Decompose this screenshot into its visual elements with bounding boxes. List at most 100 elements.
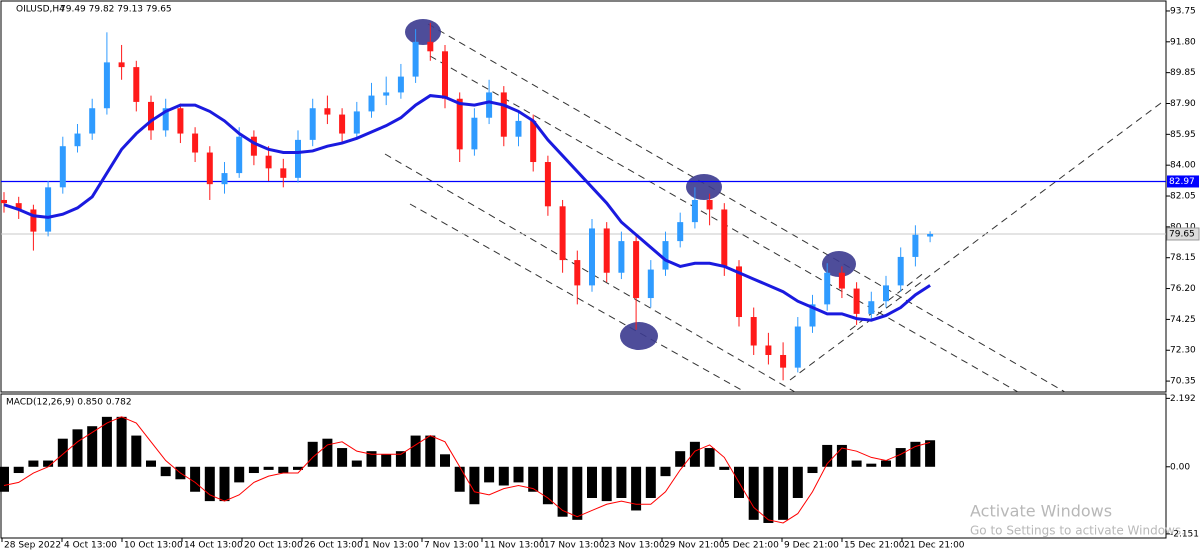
x-tick-label: 14 Oct 13:00 bbox=[184, 541, 243, 551]
macd-y-tick-label: 2.192 bbox=[1170, 394, 1196, 404]
candle-body bbox=[45, 187, 52, 232]
macd-bar bbox=[28, 460, 39, 467]
candle-body bbox=[324, 108, 331, 115]
macd-bar bbox=[675, 451, 686, 467]
x-tick-label: 28 Sep 2022 bbox=[4, 541, 61, 551]
candle-body bbox=[647, 269, 654, 299]
candle-body bbox=[500, 92, 507, 137]
candle-body bbox=[456, 98, 463, 150]
candle-body bbox=[162, 108, 169, 131]
macd-bar bbox=[395, 451, 406, 467]
y-tick-label: 84.00 bbox=[1170, 161, 1196, 171]
macd-bar bbox=[542, 466, 553, 505]
candle-body bbox=[765, 345, 772, 355]
macd-signal bbox=[3, 416, 931, 524]
macd-bar bbox=[881, 460, 891, 467]
price-panel bbox=[0, 0, 1167, 393]
macd-bar bbox=[660, 466, 671, 477]
x-tick-label: 1 Nov 13:00 bbox=[364, 541, 419, 551]
macd-bar bbox=[322, 438, 333, 467]
macd-bar bbox=[293, 466, 303, 470]
macd-bar bbox=[587, 466, 597, 498]
candle-body bbox=[544, 162, 551, 207]
candle-body bbox=[397, 76, 404, 93]
x-tick-label: 17 Nov 13:00 bbox=[544, 541, 605, 551]
macd-y-tick-label: -2.151 bbox=[1170, 529, 1199, 539]
candle-body bbox=[912, 234, 919, 257]
price-label: 79.65 bbox=[1169, 229, 1195, 239]
macd-bar bbox=[278, 466, 289, 474]
channel-lines bbox=[384, 23, 1166, 393]
symbol: OILUSD,H4 bbox=[16, 5, 65, 15]
macd-bar bbox=[440, 454, 450, 467]
y-tick-label: 78.15 bbox=[1170, 253, 1196, 263]
y-tick-label: 89.85 bbox=[1170, 68, 1196, 78]
candle-body bbox=[927, 233, 934, 237]
macd-bar bbox=[792, 466, 803, 498]
price-label-box bbox=[1166, 227, 1200, 241]
macd-bar bbox=[43, 460, 54, 467]
x-tick-label: 4 Oct 13:00 bbox=[64, 541, 117, 551]
candle-body bbox=[662, 241, 669, 270]
macd-bar bbox=[425, 435, 436, 467]
macd-bar bbox=[719, 466, 730, 470]
macd-bar bbox=[925, 440, 936, 467]
macd-bar bbox=[307, 441, 318, 467]
y-tick-label: 80.10 bbox=[1170, 222, 1196, 232]
x-tick-label: 23 Nov 13:00 bbox=[604, 541, 665, 551]
macd-bar bbox=[190, 466, 201, 492]
macd-bar bbox=[410, 435, 421, 467]
candle-body bbox=[809, 304, 816, 327]
candle-body bbox=[383, 92, 390, 96]
macd-bar bbox=[72, 429, 83, 467]
candle-body bbox=[221, 173, 228, 185]
macd-bar bbox=[572, 466, 583, 520]
x-tick-label: 5 Dec 21:00 bbox=[724, 541, 779, 551]
candle-body bbox=[59, 146, 66, 188]
macd-bar bbox=[219, 466, 230, 502]
pivot-markers bbox=[405, 19, 856, 350]
x-tick-label: 7 Nov 13:00 bbox=[424, 541, 479, 551]
macd-bar bbox=[248, 466, 259, 474]
macd-bar bbox=[557, 466, 568, 517]
macd-panel bbox=[0, 393, 1167, 539]
y-tick-label: 74.25 bbox=[1170, 315, 1196, 325]
macd-bar bbox=[234, 466, 245, 483]
macd-bar bbox=[910, 441, 921, 467]
macd-bar bbox=[13, 466, 24, 474]
candle-body bbox=[250, 136, 257, 156]
candle-body bbox=[721, 209, 728, 267]
macd-bar bbox=[498, 466, 509, 486]
candle-body bbox=[206, 152, 213, 185]
macd-bar bbox=[851, 460, 862, 467]
x-tick-label: 26 Oct 13:00 bbox=[304, 541, 363, 551]
macd-bar bbox=[204, 466, 215, 502]
ohlc: 79.49 79.82 79.13 79.65 bbox=[60, 5, 172, 15]
candle-body bbox=[368, 95, 375, 112]
macd-bar bbox=[616, 466, 627, 498]
macd-bar bbox=[263, 466, 274, 470]
candle-body bbox=[309, 108, 316, 140]
candle-body bbox=[265, 155, 272, 169]
candle-body bbox=[353, 111, 360, 134]
candle-body bbox=[706, 199, 713, 210]
macd-bar bbox=[822, 444, 833, 467]
macd-bar bbox=[469, 466, 480, 505]
watermark-title: Activate Windows bbox=[970, 502, 1112, 521]
y-tick-label: 93.75 bbox=[1170, 6, 1196, 16]
candle-body bbox=[103, 62, 110, 109]
candle-body bbox=[794, 326, 801, 368]
level-label-box bbox=[1167, 175, 1199, 188]
level-label: 82.97 bbox=[1169, 177, 1195, 187]
candle-body bbox=[897, 256, 904, 286]
macd-bar bbox=[366, 451, 377, 467]
candle-body bbox=[471, 117, 478, 150]
candle-body bbox=[427, 41, 434, 52]
macd-y-tick-label: 0.00 bbox=[1170, 462, 1190, 472]
moving-average bbox=[3, 94, 931, 322]
macd-bar bbox=[146, 460, 156, 467]
macd-bar bbox=[0, 466, 9, 492]
candle-body bbox=[442, 51, 448, 99]
candle-body bbox=[883, 285, 889, 302]
candle-body bbox=[853, 288, 860, 314]
